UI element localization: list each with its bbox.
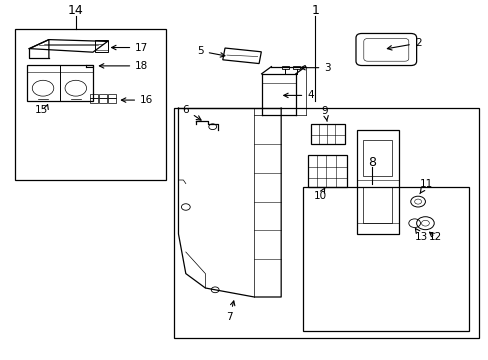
- Bar: [362, 140, 391, 176]
- Text: 14: 14: [68, 4, 83, 17]
- Text: 15: 15: [35, 105, 48, 115]
- Bar: [15, 29, 166, 180]
- Bar: [108, 94, 116, 98]
- Text: 17: 17: [111, 42, 148, 53]
- Bar: [95, 40, 107, 52]
- Bar: [303, 187, 468, 331]
- Text: 16: 16: [121, 95, 153, 105]
- Bar: [173, 108, 478, 338]
- Bar: [27, 65, 93, 101]
- Bar: [281, 66, 288, 69]
- Bar: [90, 98, 98, 103]
- Bar: [356, 130, 398, 234]
- Text: 10: 10: [313, 188, 326, 201]
- Bar: [293, 66, 300, 69]
- Bar: [362, 187, 391, 223]
- Text: 5: 5: [197, 46, 224, 57]
- Text: 12: 12: [427, 232, 441, 242]
- Bar: [310, 124, 344, 144]
- Bar: [108, 98, 116, 103]
- Bar: [223, 48, 261, 64]
- Bar: [307, 155, 346, 187]
- Text: 7: 7: [226, 301, 234, 322]
- Text: 9: 9: [321, 106, 328, 121]
- Bar: [90, 94, 98, 98]
- Text: 6: 6: [182, 105, 201, 120]
- Text: 11: 11: [419, 179, 433, 194]
- Bar: [99, 98, 107, 103]
- Text: 4: 4: [283, 90, 313, 100]
- Text: 13: 13: [414, 229, 427, 242]
- Text: 8: 8: [367, 156, 375, 168]
- Text: 2: 2: [386, 38, 421, 50]
- Text: 1: 1: [311, 4, 319, 17]
- Bar: [99, 94, 107, 98]
- Text: 3: 3: [300, 63, 330, 73]
- Text: 18: 18: [99, 61, 148, 71]
